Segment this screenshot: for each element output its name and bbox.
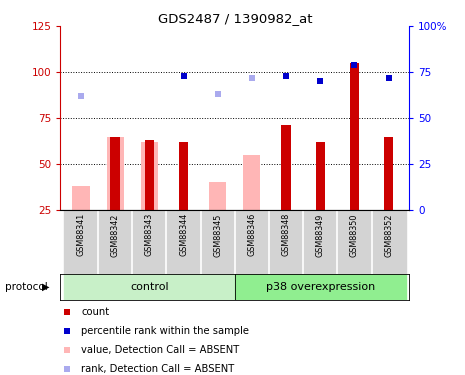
Text: value, Detection Call = ABSENT: value, Detection Call = ABSENT [81,345,239,355]
Title: GDS2487 / 1390982_at: GDS2487 / 1390982_at [158,12,312,25]
Bar [98,210,132,274]
Text: GSM88352: GSM88352 [384,213,393,256]
Text: GSM88344: GSM88344 [179,213,188,256]
Text: protocol: protocol [5,282,47,292]
Bar [316,142,325,210]
Text: count: count [81,307,109,317]
Text: GSM88345: GSM88345 [213,213,222,256]
Bar [145,140,154,210]
Text: GSM88349: GSM88349 [316,213,325,256]
Bar [372,210,406,274]
Bar [338,210,372,274]
Text: percentile rank within the sample: percentile rank within the sample [81,326,249,336]
Text: GSM88342: GSM88342 [111,213,120,256]
Bar [209,183,226,210]
Text: rank, Detection Call = ABSENT: rank, Detection Call = ABSENT [81,364,235,374]
Bar [110,136,120,210]
Bar [269,210,303,274]
Bar [141,142,158,210]
Bar [200,210,235,274]
Text: control: control [130,282,169,292]
Bar [384,136,393,210]
Bar [64,210,98,274]
Bar [166,210,200,274]
Text: GSM88348: GSM88348 [282,213,291,256]
Bar [179,142,188,210]
Text: ▶: ▶ [42,282,49,292]
Text: GSM88350: GSM88350 [350,213,359,256]
Bar [73,186,89,210]
Text: GSM88341: GSM88341 [76,213,86,256]
Bar [64,274,235,300]
Bar [350,63,359,210]
Text: GSM88346: GSM88346 [247,213,256,256]
Text: p38 overexpression: p38 overexpression [266,282,375,292]
Bar [132,210,166,274]
Bar [303,210,338,274]
Bar [281,126,291,210]
Bar [235,210,269,274]
Text: GSM88343: GSM88343 [145,213,154,256]
Bar [235,274,406,300]
Bar [106,136,124,210]
Bar [243,155,260,210]
